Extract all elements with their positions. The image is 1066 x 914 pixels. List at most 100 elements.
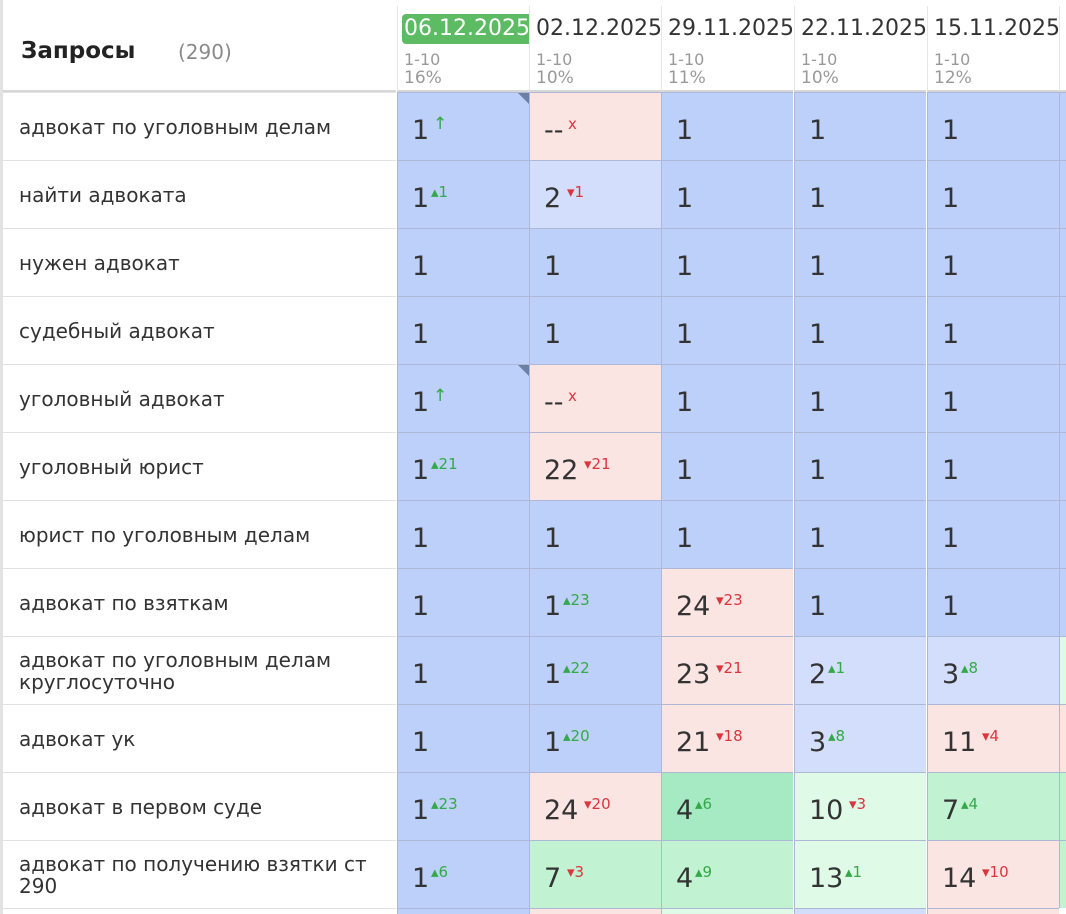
position-cell[interactable]: 1	[661, 160, 793, 228]
position-cell[interactable]: 1 ↑	[397, 364, 529, 432]
date-label[interactable]: 22.11.2025	[801, 16, 927, 41]
position-cell[interactable]: 4 ▴9	[661, 840, 793, 908]
position-cell[interactable]: 1 ▴20	[529, 704, 661, 772]
position-change-up: ▴23	[431, 795, 458, 813]
query-text[interactable]: юрист по уголовным делам	[19, 522, 311, 547]
query-text[interactable]: уголовный юрист	[19, 454, 204, 479]
position-cell[interactable]: 1	[794, 228, 926, 296]
position-cell[interactable]: 1	[661, 432, 793, 500]
position-cell[interactable]: 1	[794, 432, 926, 500]
position-cell[interactable]: 1 ↑	[397, 92, 529, 160]
query-text[interactable]: адвокат по получению взятки ст 290	[19, 851, 367, 898]
position-cell[interactable]: 1	[529, 500, 661, 568]
position-value: 24	[676, 591, 711, 622]
position-cell[interactable]: 1	[794, 568, 926, 636]
position-cell[interactable]: 1	[397, 500, 529, 568]
position-cell[interactable]: 3 ▴8	[794, 704, 926, 772]
query-cell[interactable]: адвокат по взяткам	[3, 568, 396, 636]
query-text[interactable]: судебный адвокат	[19, 318, 215, 343]
position-cell[interactable]: 3 ▴8	[927, 636, 1059, 704]
position-cell[interactable]: 1	[927, 432, 1059, 500]
query-text[interactable]: адвокат по уголовным делам	[19, 114, 332, 139]
query-text[interactable]: адвокат по уголовным делам круглосуточно	[19, 647, 332, 694]
query-cell[interactable]: адвокат по уголовным делам круглосуточно	[3, 636, 396, 704]
date-column-header[interactable]: 06.12.2025 1-10 16%	[397, 6, 532, 92]
position-cell[interactable]: 2 ▾1	[529, 160, 661, 228]
position-cell[interactable]: 1 ▴22	[529, 636, 661, 704]
position-cell[interactable]: 1	[927, 92, 1059, 160]
date-column-header[interactable]: 15.11.2025 1-10 12%	[927, 6, 1060, 92]
position-cell[interactable]: 10 ▾3	[794, 772, 926, 840]
position-cell[interactable]: -- x	[529, 364, 661, 432]
position-cell[interactable]: 11 ▾4	[927, 704, 1059, 772]
position-cell[interactable]: 7 ▴4	[927, 772, 1059, 840]
position-cell[interactable]: 1	[794, 364, 926, 432]
position-cell[interactable]: 1	[397, 636, 529, 704]
position-cell[interactable]: 1 ▴23	[529, 568, 661, 636]
position-cell[interactable]: -- x	[529, 92, 661, 160]
position-cell[interactable]: 1	[794, 500, 926, 568]
position-cell[interactable]: 13 ▴1	[794, 840, 926, 908]
query-cell[interactable]: найти адвоката	[3, 160, 396, 228]
position-cell[interactable]: 22 ▾21	[529, 432, 661, 500]
query-text[interactable]: найти адвоката	[19, 182, 187, 207]
queries-column-header[interactable]: Запросы (290)	[3, 6, 396, 92]
position-cell[interactable]: 1	[397, 704, 529, 772]
position-cell[interactable]: 1	[529, 228, 661, 296]
query-text[interactable]: адвокат по взяткам	[19, 590, 229, 615]
date-column-header[interactable]: 02.12.2025 1-10 10%	[529, 6, 662, 92]
position-cell[interactable]: 1	[661, 364, 793, 432]
position-cell[interactable]: 1	[794, 296, 926, 364]
position-cell[interactable]: 4 ▴6	[661, 772, 793, 840]
query-text[interactable]: адвокат в первом суде	[19, 794, 263, 819]
position-cell[interactable]: 1	[927, 500, 1059, 568]
position-cell[interactable]: 24 ▾20	[529, 772, 661, 840]
position-cell[interactable]: 1	[661, 228, 793, 296]
query-cell[interactable]: юрист по уголовным делам	[3, 500, 396, 568]
query-cell[interactable]: адвокат в первом суде	[3, 772, 396, 840]
position-cell[interactable]: 1	[529, 296, 661, 364]
query-text[interactable]: уголовный адвокат	[19, 386, 225, 411]
query-cell[interactable]: адвокат ук	[3, 704, 396, 772]
query-cell[interactable]: уголовный юрист	[3, 432, 396, 500]
position-cell[interactable]: 1	[794, 92, 926, 160]
query-cell[interactable]: судебный адвокат	[3, 296, 396, 364]
position-cell[interactable]: 14 ▾10	[927, 840, 1059, 908]
date-label[interactable]: 29.11.2025	[668, 16, 794, 41]
query-text[interactable]: нужен адвокат	[19, 250, 180, 275]
position-cell[interactable]: 1	[397, 296, 529, 364]
position-cell[interactable]: 1	[397, 228, 529, 296]
position-cell[interactable]: 1 ▴23	[397, 772, 529, 840]
position-cell[interactable]: 23 ▾21	[661, 636, 793, 704]
position-cell[interactable]: 1	[661, 500, 793, 568]
position-cell[interactable]: 21 ▾18	[661, 704, 793, 772]
position-change-up: ▴1	[845, 863, 863, 881]
position-cell[interactable]: 7 ▾3	[529, 840, 661, 908]
position-cell[interactable]: 1 ▴21	[397, 432, 529, 500]
position-cell[interactable]: 1 ▴6	[397, 840, 529, 908]
query-text[interactable]: адвокат ук	[19, 726, 136, 751]
date-label[interactable]: 02.12.2025	[536, 16, 662, 41]
query-cell[interactable]: адвокат по уголовным делам	[3, 92, 396, 160]
position-cell[interactable]: 1	[397, 568, 529, 636]
query-cell[interactable]: нужен адвокат	[3, 228, 396, 296]
date-label[interactable]: 06.12.2025	[402, 14, 532, 44]
position-cell[interactable]: 1	[794, 160, 926, 228]
query-cell[interactable]: адвокат по получению взятки ст 290	[3, 840, 396, 908]
date-label[interactable]: 15.11.2025	[934, 16, 1060, 41]
date-column-header[interactable]: 29.11.2025 1-10 11%	[661, 6, 794, 92]
position-cell[interactable]: 2 ▴1	[794, 636, 926, 704]
position-cell[interactable]: 1	[927, 296, 1059, 364]
date-percent: 11%	[668, 68, 706, 88]
position-cell[interactable]: 24 ▾23	[661, 568, 793, 636]
position-cell[interactable]: 1	[661, 296, 793, 364]
query-cell[interactable]: уголовный адвокат	[3, 364, 396, 432]
position-cell[interactable]: 1	[927, 364, 1059, 432]
position-cell[interactable]: 1	[661, 92, 793, 160]
position-cell[interactable]: 1 ▴1	[397, 160, 529, 228]
position-cell[interactable]: 1	[927, 160, 1059, 228]
position-cell[interactable]: 1	[927, 568, 1059, 636]
date-column-header[interactable]: 22.11.2025 1-10 10%	[794, 6, 927, 92]
position-cell[interactable]: 1	[927, 228, 1059, 296]
